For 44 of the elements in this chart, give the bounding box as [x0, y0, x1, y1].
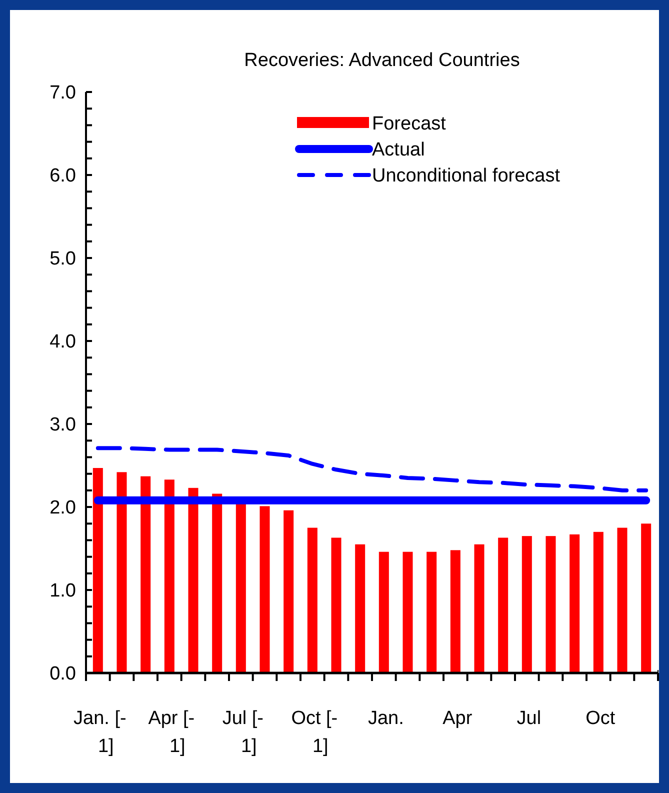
bar: [474, 544, 484, 673]
x-tick-label: Oct [-1]: [291, 708, 338, 757]
bar: [450, 550, 460, 673]
bar: [92, 468, 103, 673]
bar: [355, 544, 366, 673]
line-series: [96, 446, 648, 492]
x-tick-label: Jan.: [368, 708, 404, 729]
bar: [570, 534, 580, 673]
bar: [188, 488, 198, 673]
bar: [426, 552, 437, 673]
chart-title: Recoveries: Advanced Countries: [244, 50, 520, 71]
bar: [140, 476, 151, 673]
y-tick-label: 5.0: [50, 248, 76, 270]
bar: [546, 536, 556, 673]
y-tick-label: 1.0: [50, 580, 76, 602]
bar: [641, 524, 652, 673]
y-tick-label: 0.0: [50, 664, 76, 685]
bar: [284, 510, 294, 673]
x-tick-label: Apr [-1]: [148, 708, 195, 757]
bar: [116, 472, 127, 673]
y-tick-label: 7.0: [50, 82, 76, 104]
bar: [617, 528, 628, 673]
bar: [593, 532, 604, 673]
x-tick-label: Oct: [586, 708, 616, 729]
bar: [498, 538, 508, 673]
legend-label: Actual: [372, 140, 425, 161]
bar: [331, 538, 342, 673]
legend-label: Forecast: [372, 114, 447, 135]
bar: [212, 494, 222, 673]
y-tick-label: 4.0: [50, 332, 76, 353]
bar: [260, 506, 270, 673]
y-tick-label: 6.0: [50, 166, 76, 187]
y-tick-label: 3.0: [50, 414, 76, 436]
bar: [402, 552, 413, 673]
bar: [378, 552, 389, 673]
x-tick-label: Jul: [516, 708, 542, 729]
bar: [522, 536, 532, 673]
x-tick-label: Apr: [442, 708, 473, 729]
y-tick-label: 2.0: [50, 498, 76, 519]
x-tick-label: Jan. [-1]: [74, 708, 126, 757]
bar: [164, 480, 174, 673]
x-tick-label: Jul [-1]: [222, 708, 264, 757]
legend-label: Unconditional forecast: [372, 166, 561, 187]
bar: [307, 528, 318, 673]
